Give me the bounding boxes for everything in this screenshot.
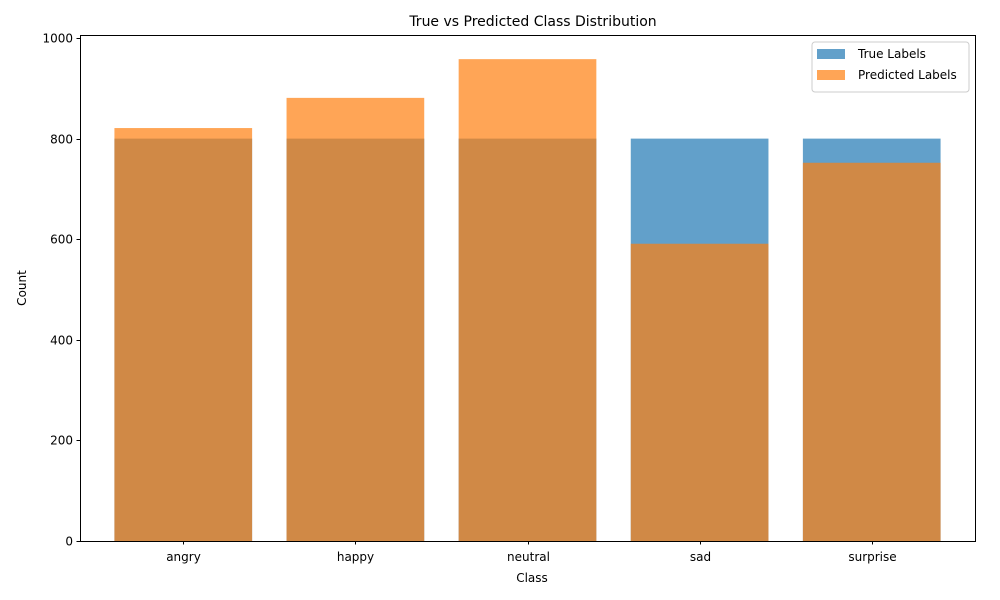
legend-swatch-1: [817, 70, 845, 80]
bars-group: [114, 59, 941, 542]
legend-box: [811, 41, 970, 93]
legend-swatch-0: [817, 49, 845, 59]
bar-predicted-surprise: [802, 162, 941, 542]
legend: True Labels Predicted Labels: [811, 41, 970, 93]
y-tick-label: 1000: [42, 32, 73, 46]
x-axis-label: Class: [516, 571, 548, 585]
y-tick-label: 0: [65, 535, 73, 549]
legend-label-1: Predicted Labels: [858, 68, 957, 82]
x-tick-label-neutral: neutral: [507, 550, 550, 564]
bar-predicted-sad: [630, 243, 769, 541]
bar-predicted-neutral: [458, 59, 597, 542]
y-axis-label: Count: [15, 270, 29, 306]
legend-label-0: True Labels: [857, 47, 926, 61]
x-tick-label-happy: happy: [337, 550, 374, 564]
bar-predicted-happy: [286, 97, 425, 541]
y-tick-label: 200: [50, 434, 73, 448]
plot-frame: [80, 35, 976, 542]
bar-predicted-angry: [114, 128, 253, 541]
x-tick-label-angry: angry: [166, 550, 201, 564]
y-tick-label: 400: [50, 334, 73, 348]
y-tick-label: 800: [50, 133, 73, 147]
y-tick-label: 600: [50, 233, 73, 247]
x-axis-ticks: angry happy neutral sad surprise: [166, 541, 897, 564]
y-axis-ticks: 0 200 400 600 800 1000: [42, 32, 80, 549]
x-tick-label-sad: sad: [690, 550, 711, 564]
chart-title: True vs Predicted Class Distribution: [408, 14, 656, 30]
x-tick-label-surprise: surprise: [848, 550, 896, 564]
